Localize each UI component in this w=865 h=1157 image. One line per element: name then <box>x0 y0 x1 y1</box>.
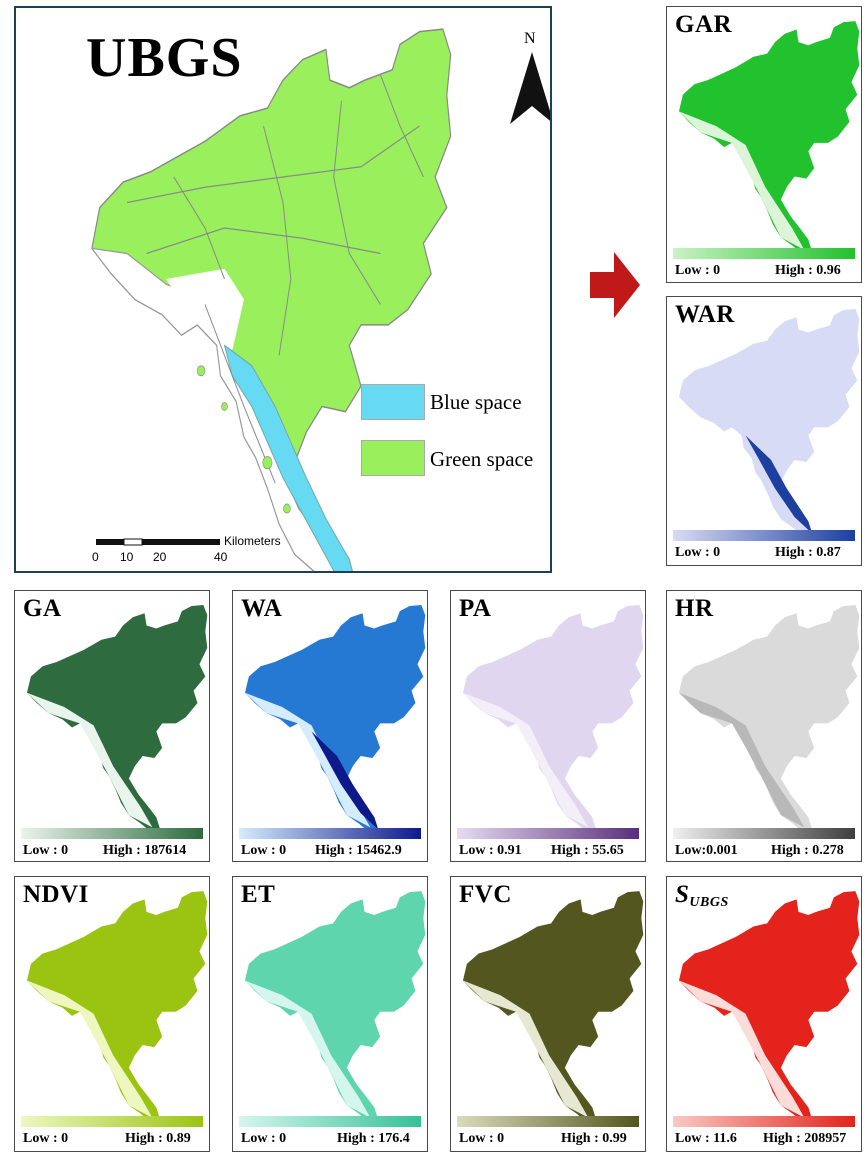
wa-map <box>244 605 426 832</box>
pa-color-bar <box>457 828 639 839</box>
subgs-low-label: Low : 11.6 <box>675 1131 737 1146</box>
scale-bar <box>96 538 220 546</box>
panel-pa: PA Low : 0.91 High : 55.65 <box>450 590 646 862</box>
panel-ndvi: NDVI Low : 0 High : 0.89 <box>14 876 210 1152</box>
right-arrow-icon <box>590 252 640 318</box>
panel-subgs: SUBGS Low : 11.6 High : 208957 <box>666 876 862 1152</box>
ga-color-bar <box>21 828 203 839</box>
ga-map <box>26 605 208 832</box>
panel-title: WA <box>241 595 283 622</box>
scale-tick-20: 20 <box>153 550 167 564</box>
subgs-title-main: S <box>675 881 690 908</box>
war-map <box>678 309 860 536</box>
panel-title: PA <box>459 595 492 622</box>
scale-tick-0: 0 <box>92 550 99 564</box>
subgs-high-label: High : 208957 <box>763 1131 847 1146</box>
subgs-color-bar <box>673 1116 855 1127</box>
wa-high-label: High : 15462.9 <box>315 843 402 858</box>
war-high-label: High : 0.87 <box>775 545 841 560</box>
fvc-map <box>462 891 644 1122</box>
legend-swatch-green <box>361 440 425 476</box>
north-arrow-icon <box>510 52 550 124</box>
ndvi-map <box>26 891 208 1122</box>
ndvi-high-label: High : 0.89 <box>125 1131 191 1146</box>
panel-ga: GA Low : 0 High : 187614 <box>14 590 210 862</box>
gar-low-label: Low : 0 <box>675 263 721 278</box>
legend-label-blue: Blue space <box>430 390 522 414</box>
panel-et: ET Low : 0 High : 176.4 <box>232 876 428 1152</box>
ga-high-label: High : 187614 <box>103 843 187 858</box>
panel-title: GAR <box>675 11 733 38</box>
wa-low-label: Low : 0 <box>241 843 287 858</box>
panel-title: NDVI <box>23 881 89 908</box>
ndvi-low-label: Low : 0 <box>23 1131 69 1146</box>
panel-title: WAR <box>675 301 735 328</box>
ubgs-map-panel: UBGS N <box>14 6 552 573</box>
panel-hr: HR Low:0.001 High : 0.278 <box>666 590 862 862</box>
et-map <box>244 891 426 1122</box>
war-low-label: Low : 0 <box>675 545 721 560</box>
legend-label-green: Green space <box>430 447 534 471</box>
ga-low-label: Low : 0 <box>23 843 69 858</box>
legend-swatch-blue <box>361 384 425 420</box>
fvc-color-bar <box>457 1116 639 1127</box>
pa-map <box>462 605 644 832</box>
main-title: UBGS <box>86 27 243 89</box>
hr-map <box>678 605 860 832</box>
hr-low-label: Low:0.001 <box>675 843 738 858</box>
ndvi-color-bar <box>21 1116 203 1127</box>
wa-color-bar <box>239 828 421 839</box>
scale-tick-10: 10 <box>120 550 134 564</box>
panel-title: HR <box>675 595 714 622</box>
panel-fvc: FVC Low : 0 High : 0.99 <box>450 876 646 1152</box>
scale-tick-40: 40 <box>214 550 228 564</box>
panel-title: SUBGS <box>675 881 729 911</box>
fvc-low-label: Low : 0 <box>459 1131 505 1146</box>
gar-color-bar <box>673 248 855 259</box>
fvc-high-label: High : 0.99 <box>561 1131 627 1146</box>
panel-gar: GAR Low : 0 High : 0.96 <box>666 6 862 283</box>
panel-title: ET <box>241 881 276 908</box>
gar-map <box>678 21 860 255</box>
scale-unit: Kilometers <box>224 534 281 548</box>
panel-war: WAR Low : 0 High : 0.87 <box>666 296 862 566</box>
war-color-bar <box>673 530 855 541</box>
et-color-bar <box>239 1116 421 1127</box>
subgs-map <box>678 891 860 1122</box>
north-label: N <box>524 30 536 47</box>
pa-low-label: Low : 0.91 <box>459 843 522 858</box>
hr-color-bar <box>673 828 855 839</box>
hr-high-label: High : 0.278 <box>771 843 844 858</box>
panel-title: FVC <box>459 881 512 908</box>
panel-title: GA <box>23 595 62 622</box>
pa-high-label: High : 55.65 <box>551 843 624 858</box>
panel-wa: WA Low : 0 High : 15462.9 <box>232 590 428 862</box>
gar-high-label: High : 0.96 <box>775 263 841 278</box>
et-high-label: High : 176.4 <box>337 1131 410 1146</box>
subgs-title-subscript: UBGS <box>689 895 729 910</box>
ubgs-map <box>90 27 452 571</box>
et-low-label: Low : 0 <box>241 1131 287 1146</box>
